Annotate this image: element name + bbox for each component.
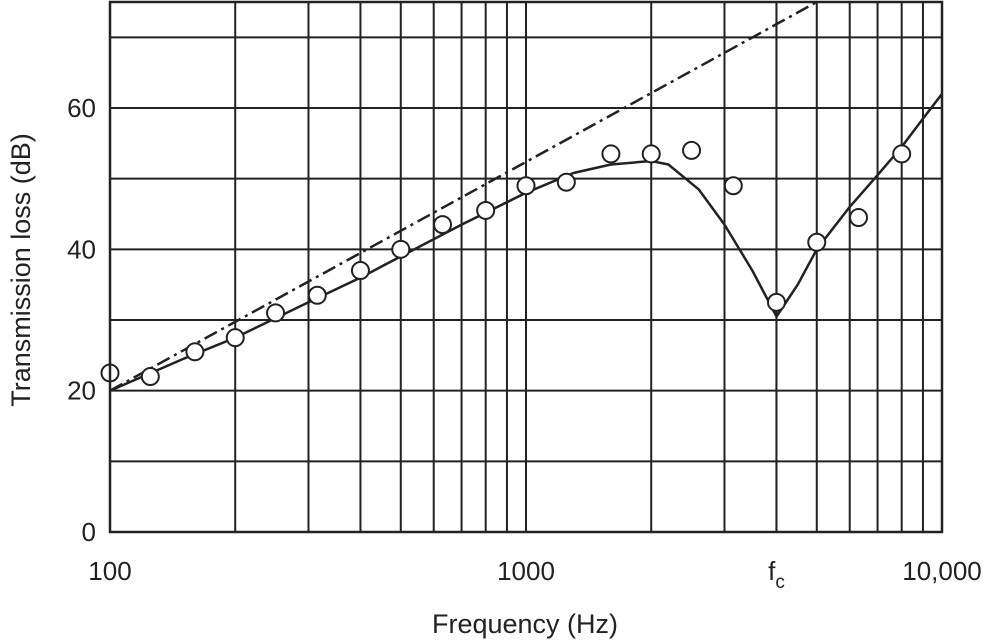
x-tick-label: 100 <box>88 556 131 586</box>
x-tick-label: fc <box>768 556 785 593</box>
data-point <box>225 328 245 348</box>
dash-dot-line <box>110 2 818 392</box>
x-tick-label-subscript: c <box>775 572 785 593</box>
data-point <box>350 261 370 281</box>
data-point <box>476 200 496 220</box>
data-point <box>601 144 621 164</box>
data-point <box>391 239 411 259</box>
solid-curve <box>110 93 942 392</box>
data-point <box>766 292 786 312</box>
grid <box>109 2 943 532</box>
x-tick-label: 10,000 <box>902 556 982 586</box>
data-point <box>723 176 743 196</box>
y-tick-label: 20 <box>67 376 96 406</box>
y-tick-label: 0 <box>82 517 96 547</box>
data-point <box>892 144 912 164</box>
plot-frame <box>108 0 944 534</box>
y-axis-label: Transmission loss (dB) <box>6 133 36 407</box>
x-tick-label: 1000 <box>497 556 555 586</box>
plot-series <box>100 2 942 392</box>
data-point <box>849 208 869 228</box>
y-tick-label: 60 <box>67 93 96 123</box>
data-point <box>556 172 576 192</box>
data-point <box>266 303 286 323</box>
x-axis-label: Frequency (Hz) <box>432 609 618 639</box>
data-point <box>682 140 702 160</box>
data-point <box>185 342 205 362</box>
data-point <box>807 232 827 252</box>
data-point <box>433 215 453 235</box>
data-point <box>516 176 536 196</box>
data-point <box>140 367 160 387</box>
data-point <box>307 285 327 305</box>
data-point <box>641 144 661 164</box>
tick-labels: 100 1000 fc 10,000 0 20 40 60 <box>67 93 982 593</box>
y-tick-label: 40 <box>67 234 96 264</box>
